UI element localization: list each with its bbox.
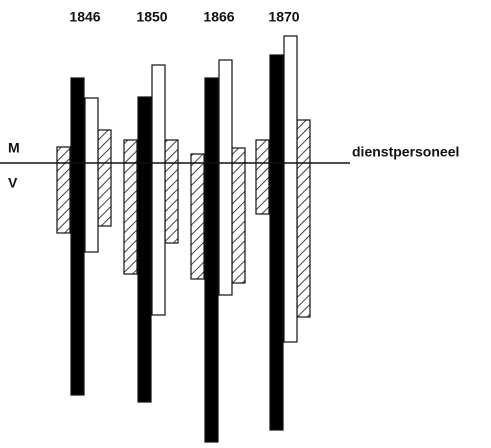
year-label: 1866 [203, 9, 234, 25]
bars [56, 35, 311, 443]
bar [151, 64, 166, 316]
bar [97, 129, 112, 227]
upper-label: M [8, 140, 20, 156]
bar [283, 35, 298, 343]
bar [56, 146, 71, 234]
bar [269, 54, 284, 431]
year-label: 1850 [136, 9, 167, 25]
bar [123, 139, 138, 275]
baseline-label: dienstpersoneel [352, 144, 459, 160]
bar [296, 119, 311, 318]
bar [84, 97, 99, 253]
bar [255, 139, 270, 215]
bar [218, 59, 233, 296]
bar [70, 77, 85, 396]
bar [204, 77, 219, 443]
lower-label: V [8, 175, 18, 191]
bar [164, 139, 179, 244]
year-label: 1846 [69, 9, 100, 25]
bar [137, 96, 152, 403]
bar [190, 153, 205, 280]
year-label: 1870 [268, 9, 299, 25]
bar [231, 147, 246, 284]
